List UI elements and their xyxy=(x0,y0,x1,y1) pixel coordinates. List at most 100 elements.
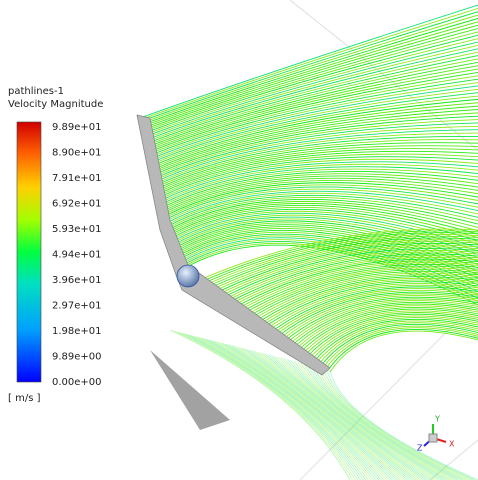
reflection-line xyxy=(306,364,460,480)
pathline xyxy=(166,173,478,208)
reflection-line xyxy=(202,337,377,480)
pathline xyxy=(161,148,478,191)
reflection-line xyxy=(319,367,471,480)
pathline xyxy=(171,192,478,223)
pathline xyxy=(199,232,478,286)
pathline xyxy=(274,289,478,336)
pathline xyxy=(233,258,478,309)
pathline xyxy=(265,282,478,330)
reflection-line xyxy=(231,345,400,480)
pathline xyxy=(174,206,478,239)
reflection-line xyxy=(235,345,403,480)
reflection-line xyxy=(208,339,382,480)
pathline xyxy=(151,82,478,158)
reflection-line xyxy=(300,362,455,480)
pathline xyxy=(167,177,478,212)
pathline xyxy=(251,272,478,321)
pathline xyxy=(329,330,478,373)
pathline xyxy=(175,208,478,242)
pathline xyxy=(144,38,478,136)
pathline xyxy=(173,202,478,232)
pathline xyxy=(210,241,478,294)
pathline xyxy=(288,300,478,345)
pathline xyxy=(145,45,478,139)
pathline xyxy=(180,228,478,276)
reflection-line xyxy=(251,350,416,480)
pathline xyxy=(170,190,478,222)
reflection-line xyxy=(222,342,393,480)
pathline xyxy=(148,65,478,149)
legend-subtitle: Velocity Magnitude xyxy=(8,99,103,110)
pathline xyxy=(206,237,478,291)
reflection-line xyxy=(283,358,442,480)
pathline xyxy=(158,125,478,180)
pathline xyxy=(222,249,478,301)
reflection-line xyxy=(270,355,432,480)
hub xyxy=(176,264,200,288)
colorbar xyxy=(16,121,42,383)
pathline xyxy=(309,315,478,359)
pathline xyxy=(156,115,478,175)
pathline xyxy=(163,156,478,196)
pathline xyxy=(146,48,478,141)
reflection-line xyxy=(257,351,421,480)
reflection-line xyxy=(323,368,473,480)
colorbar-label: 6.92e+01 xyxy=(52,199,102,210)
reflection-line xyxy=(182,332,361,480)
colorbar-labels: 9.89e+01 8.90e+01 7.91e+01 6.92e+01 5.93e+01… xyxy=(52,122,102,388)
pathline xyxy=(147,58,478,146)
reflection-line xyxy=(264,353,426,480)
pathline xyxy=(172,196,478,227)
pathline xyxy=(144,34,478,134)
pathline xyxy=(304,312,478,356)
pathline xyxy=(197,230,478,284)
reflection-line xyxy=(189,334,367,480)
reflection-line xyxy=(212,340,385,480)
colorbar-label: 7.91e+01 xyxy=(52,173,102,184)
reflection-blade xyxy=(150,350,230,430)
pathline xyxy=(295,305,478,350)
pathline xyxy=(327,329,478,371)
pathline xyxy=(311,317,478,361)
pathline xyxy=(169,186,478,218)
pathline xyxy=(201,233,478,287)
pathline xyxy=(286,298,478,344)
pathline xyxy=(322,325,478,368)
pathline xyxy=(313,318,478,362)
pathline xyxy=(293,303,478,348)
pathline xyxy=(297,306,478,351)
pathline xyxy=(219,248,478,300)
pathline xyxy=(169,184,478,217)
pathline xyxy=(142,24,478,129)
pathline xyxy=(279,293,478,339)
reflection-line xyxy=(293,360,450,480)
pathline xyxy=(147,55,478,144)
pathline xyxy=(281,295,478,341)
pathline xyxy=(224,251,478,303)
reflection-line xyxy=(277,356,437,480)
pathline xyxy=(231,256,478,307)
pathline xyxy=(178,222,478,265)
pathline xyxy=(162,150,478,193)
pathline xyxy=(272,288,478,335)
pathline xyxy=(139,4,478,119)
pathline xyxy=(203,235,478,289)
reflection-line xyxy=(297,361,453,480)
pathline xyxy=(235,260,478,310)
pathline xyxy=(161,145,478,190)
pathline xyxy=(164,161,478,200)
pathline xyxy=(153,98,478,166)
reflection-line xyxy=(287,359,445,480)
blade xyxy=(136,114,331,376)
reflection-line xyxy=(173,330,353,480)
pathline xyxy=(155,109,478,171)
pathline xyxy=(170,188,478,220)
pathline xyxy=(177,216,478,255)
pathline xyxy=(290,301,478,347)
axis-triad xyxy=(423,424,447,447)
pathline xyxy=(164,163,478,201)
pathline xyxy=(160,142,478,188)
pathline xyxy=(320,323,478,367)
pathline xyxy=(238,262,478,312)
colorbar-label: 5.93e+01 xyxy=(52,224,102,235)
